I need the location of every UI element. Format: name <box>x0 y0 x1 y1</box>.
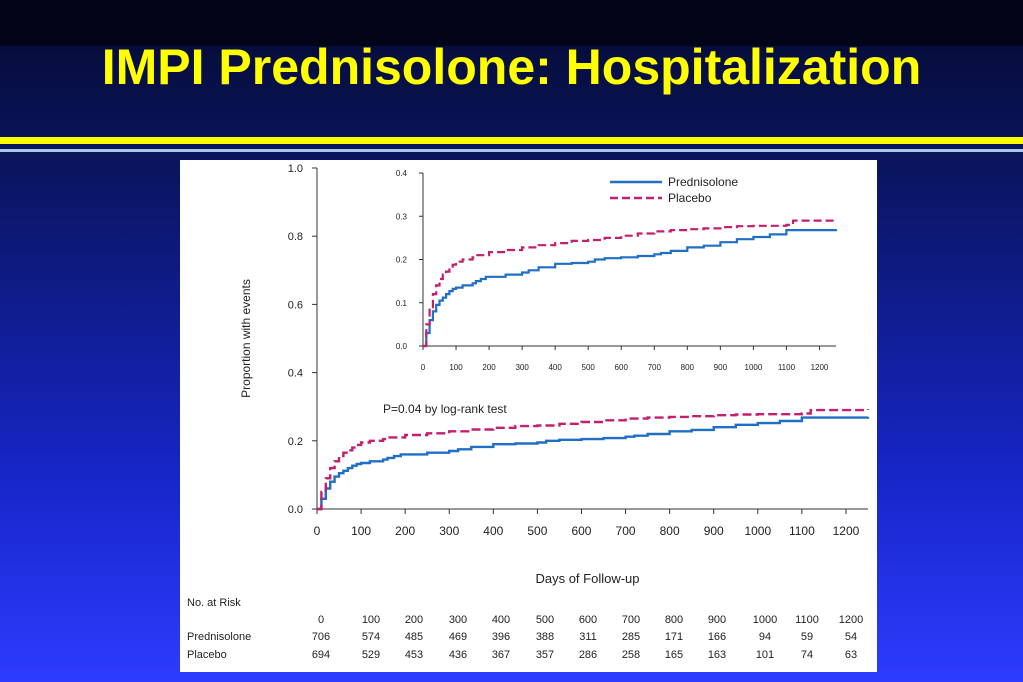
title-rule-yellow <box>0 137 1023 144</box>
risk-table-cell: 529 <box>362 649 380 661</box>
x-axis-label: Days of Follow-up <box>535 571 639 586</box>
x-tick-label: 400 <box>483 524 503 538</box>
chart-panel: 0.0 0.2 0.4 0.6 0.8 1.0 0 100 200 300 400 500 600 700… <box>180 160 877 672</box>
title-bar-background <box>0 0 1023 46</box>
risk-table-cell: 469 <box>449 631 467 643</box>
x-tick-label: 500 <box>527 524 547 538</box>
risk-table-day: 600 <box>579 614 597 626</box>
risk-table-cell: 63 <box>845 649 857 661</box>
y-axis-label: Proportion with events <box>239 279 253 398</box>
risk-table-cell: 59 <box>801 631 813 643</box>
risk-table-cell: 436 <box>449 649 467 661</box>
inset-x-tick-label: 300 <box>515 363 529 372</box>
risk-table-cell: 367 <box>492 649 510 661</box>
slide-title: IMPI Prednisolone: Hospitalization <box>101 39 922 95</box>
risk-table-day: 0 <box>318 614 324 626</box>
y-tick-label: 0.2 <box>288 436 303 448</box>
risk-table-cell: 285 <box>622 631 640 643</box>
inset-series-line-prednisolone <box>423 229 838 348</box>
inset-y-tick-label: 0.2 <box>396 256 408 265</box>
risk-table-cell: 101 <box>756 649 774 661</box>
risk-table-cell: 171 <box>665 631 683 643</box>
risk-table-cell: 485 <box>405 631 423 643</box>
risk-table-cell: 396 <box>492 631 510 643</box>
risk-table-cell: 74 <box>801 649 813 661</box>
x-tick-label: 1000 <box>744 524 771 538</box>
series-line-prednisolone <box>317 416 870 511</box>
km-chart: 0.0 0.2 0.4 0.6 0.8 1.0 0 100 200 300 400 500 600 700… <box>187 163 870 661</box>
risk-table-day: 200 <box>405 614 423 626</box>
legend-label-placebo: Placebo <box>668 191 712 205</box>
risk-table-cell: 453 <box>405 649 423 661</box>
inset-y-tick-label: 0.3 <box>396 212 408 221</box>
risk-table-cell: 388 <box>536 631 554 643</box>
inset-x-tick-label: 700 <box>648 363 662 372</box>
series-line-placebo <box>317 408 870 511</box>
risk-table-day: 1100 <box>795 614 819 626</box>
inset-x-tick-label: 600 <box>615 363 629 372</box>
y-tick-label: 0.6 <box>288 299 303 311</box>
risk-table-cell: 94 <box>759 631 771 643</box>
risk-table-day: 1000 <box>753 614 777 626</box>
x-tick-label: 1100 <box>789 524 815 538</box>
y-tick-label: 0.0 <box>288 504 303 516</box>
risk-table-cell: 258 <box>622 649 640 661</box>
x-tick-label: 0 <box>314 524 321 538</box>
x-tick-label: 300 <box>439 524 459 538</box>
risk-table-day: 300 <box>449 614 467 626</box>
x-tick-label: 1200 <box>833 524 860 538</box>
y-tick-label: 1.0 <box>288 163 303 175</box>
risk-table-cell: 311 <box>579 631 597 643</box>
inset-x-tick-label: 0 <box>421 363 426 372</box>
risk-table-day: 400 <box>492 614 510 626</box>
legend-label-prednisolone: Prednisolone <box>668 175 738 189</box>
risk-table-cell: 166 <box>708 631 726 643</box>
inset-x-tick-label: 100 <box>449 363 463 372</box>
risk-table-cell: 163 <box>708 649 726 661</box>
risk-table-header: No. at Risk <box>187 597 241 609</box>
title-rule-light <box>0 149 1023 152</box>
x-tick-label: 200 <box>395 524 415 538</box>
risk-table-cell: 54 <box>845 631 857 643</box>
risk-table-cell: 165 <box>665 649 683 661</box>
inset-x-tick-label: 1200 <box>811 363 829 372</box>
risk-table-day: 700 <box>622 614 640 626</box>
risk-table-cell: 706 <box>312 631 330 643</box>
y-tick-label: 0.8 <box>288 231 303 243</box>
inset-x-tick-label: 200 <box>482 363 496 372</box>
risk-table-row-label-placebo: Placebo <box>187 649 227 661</box>
risk-table-day: 900 <box>708 614 726 626</box>
inset-x-tick-label: 1000 <box>745 363 763 372</box>
x-tick-label: 100 <box>351 524 371 538</box>
risk-table-cell: 574 <box>362 631 380 643</box>
inset-x-tick-label: 400 <box>548 363 562 372</box>
x-tick-label: 900 <box>704 524 724 538</box>
inset-series-line-placebo <box>423 219 838 348</box>
risk-table-cell: 357 <box>536 649 554 661</box>
risk-table-cell: 286 <box>579 649 597 661</box>
x-tick-label: 800 <box>660 524 680 538</box>
risk-table-day: 100 <box>362 614 380 626</box>
inset-x-tick-label: 1100 <box>778 363 796 372</box>
inset-y-tick-label: 0.0 <box>396 342 408 351</box>
inset-x-tick-label: 500 <box>582 363 596 372</box>
y-tick-label: 0.4 <box>288 368 303 380</box>
x-tick-label: 600 <box>571 524 591 538</box>
pvalue-annotation: P=0.04 by log-rank test <box>383 402 507 416</box>
inset-x-tick-label: 800 <box>681 363 695 372</box>
inset-y-tick-label: 0.1 <box>396 299 408 308</box>
x-tick-label: 700 <box>616 524 636 538</box>
risk-table-row-label-prednisolone: Prednisolone <box>187 631 251 643</box>
inset-x-tick-label: 900 <box>714 363 728 372</box>
inset-y-tick-label: 0.4 <box>396 169 408 178</box>
risk-table-day: 1200 <box>839 614 863 626</box>
risk-table-day: 500 <box>536 614 554 626</box>
risk-table-day: 800 <box>665 614 683 626</box>
risk-table-cell: 694 <box>312 649 330 661</box>
